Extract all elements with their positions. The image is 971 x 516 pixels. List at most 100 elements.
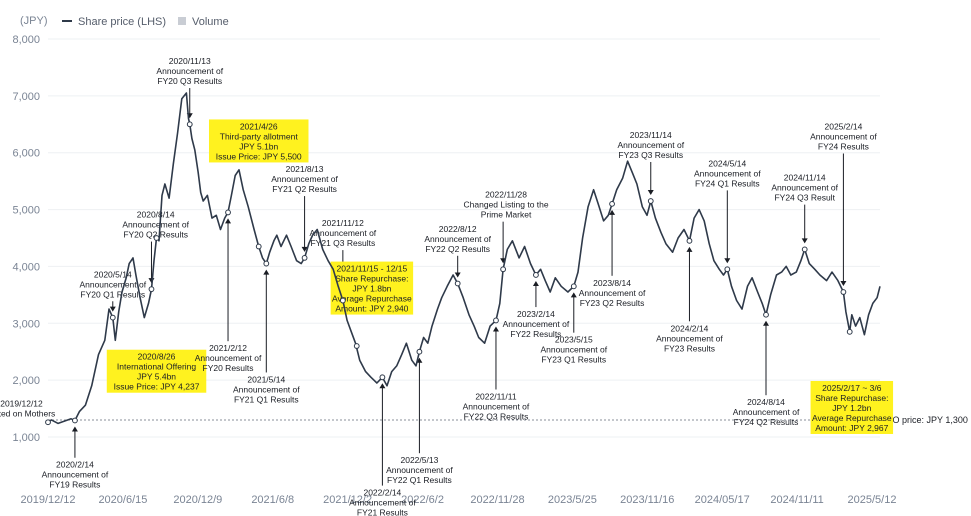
x-tick-label: 2022/11/28 bbox=[470, 494, 524, 506]
annotation-text: FY20 Results bbox=[203, 363, 254, 373]
annotation-text: FY24 Q1 Results bbox=[695, 178, 760, 188]
annotation-text: 2022/5/13 bbox=[400, 455, 438, 465]
annotation-text: 2021/11/12 bbox=[322, 218, 364, 228]
event-marker bbox=[493, 317, 499, 324]
x-tick-label: 2025/5/12 bbox=[848, 494, 897, 506]
legend-share-price-label: Share price (LHS) bbox=[78, 16, 166, 28]
annotation-text: 2020/5/14 bbox=[94, 269, 132, 279]
annotation-text: JPY 1.2bn bbox=[832, 403, 871, 413]
annotation-text: 2019/12/12 bbox=[0, 398, 43, 408]
annotation-arrowhead bbox=[263, 269, 270, 275]
annotation-text: Average Repurchase bbox=[332, 294, 412, 304]
annotation-arrowhead bbox=[532, 280, 539, 286]
x-axis-ticks: 2019/12/12 2020/6/15 2020/12/9 2021/6/8 2021… bbox=[20, 494, 896, 506]
y-tick-label: 2,000 bbox=[12, 375, 40, 387]
annotation-text: Announcement of bbox=[233, 384, 300, 394]
annotation-text: Third-party allotment bbox=[220, 131, 299, 141]
y-tick-label: 6,000 bbox=[12, 148, 40, 160]
annotation-text: 2022/2/14 bbox=[363, 488, 401, 498]
annotation-text: FY23 Q3 Results bbox=[618, 150, 683, 160]
annotation-text: JPY 1.8bn bbox=[352, 284, 391, 294]
annotation-text: 2023/5/15 bbox=[555, 335, 593, 345]
event-marker bbox=[533, 272, 539, 278]
x-tick-label: 2021/12/2 bbox=[323, 494, 372, 506]
annotation-text: 2020/8/14 bbox=[137, 210, 175, 220]
annotation-arrowhead bbox=[454, 272, 461, 278]
annotation-text: Listed on Mothers bbox=[0, 408, 55, 418]
annotation-highlight bbox=[208, 119, 309, 163]
annotation-text: JPY 5.1bn bbox=[239, 141, 278, 151]
event-marker bbox=[263, 260, 270, 267]
annotation-text: 2022/8/12 bbox=[439, 224, 477, 234]
event-marker bbox=[45, 419, 51, 426]
annotation-text: 2025/2/17 ~ 3/6 bbox=[822, 383, 882, 393]
annotation: 2019/12/12Listed on Mothers bbox=[0, 398, 55, 418]
annotation-text: International Offering bbox=[117, 362, 196, 372]
annotation-text: FY22 Results bbox=[510, 329, 561, 339]
annotation-text: Prime Market bbox=[481, 210, 532, 220]
annotation-text: 2022/11/28 bbox=[485, 190, 527, 200]
annotation-text: FY20 Q3 Results bbox=[157, 76, 222, 86]
annotation-text: 2024/2/14 bbox=[671, 323, 709, 333]
event-marker bbox=[339, 297, 346, 304]
annotation-text: Announcement of bbox=[386, 465, 453, 475]
annotation-arrowhead bbox=[71, 426, 78, 432]
event-marker bbox=[763, 311, 769, 318]
annotation-text: 2021/11/15 - 12/15 bbox=[337, 264, 408, 274]
annotation-text: 2021/2/12 bbox=[209, 343, 247, 353]
annotation-text: Announcement of bbox=[771, 183, 838, 193]
x-tick-label: 2020/12/9 bbox=[173, 494, 222, 506]
annotation-text: FY24 Results bbox=[818, 141, 869, 151]
y-tick-label: 8,000 bbox=[12, 34, 40, 46]
annotation-text: 2021/8/13 bbox=[286, 164, 324, 174]
event-marker bbox=[846, 328, 853, 335]
share-price-line bbox=[47, 92, 881, 425]
annotation-highlight bbox=[810, 380, 894, 434]
annotation-text: Announcement of bbox=[195, 353, 262, 363]
legend: Share price (LHS) Volume bbox=[62, 16, 229, 28]
y-tick-label: 7,000 bbox=[12, 91, 40, 103]
annotation-text: Changed Listing to the bbox=[464, 200, 549, 210]
annotation-text: FY21 Q2 Results bbox=[272, 184, 337, 194]
y-tick-label: 4,000 bbox=[12, 261, 40, 273]
event-marker bbox=[148, 286, 155, 293]
annotation-text: 2020/2/14 bbox=[56, 460, 94, 470]
event-marker bbox=[225, 209, 231, 216]
annotation-text: FY22 Q1 Results bbox=[387, 475, 452, 485]
annotation-arrowhead bbox=[301, 246, 308, 252]
annotation-text: Announcement of bbox=[156, 66, 223, 76]
annotation-text: Issue Price: JPY 5,500 bbox=[216, 151, 302, 161]
annotation-text: FY21 Q3 Results bbox=[310, 238, 375, 248]
annotation-arrowhead bbox=[840, 281, 847, 287]
annotation-text: FY20 Q1 Results bbox=[80, 289, 145, 299]
y-axis-ticks: 1,000 2,000 3,000 4,000 5,000 6,000 7,000 8,000 bbox=[12, 34, 40, 444]
annotation-text: JPY 5.4bn bbox=[137, 372, 176, 382]
annotation-text: Announcement of bbox=[694, 168, 761, 178]
event-marker bbox=[840, 289, 847, 295]
event-marker bbox=[500, 266, 507, 273]
x-tick-label: 2024/11/11 bbox=[770, 494, 823, 506]
x-tick-label: 2023/11/16 bbox=[620, 494, 674, 506]
annotation-arrowhead bbox=[109, 306, 116, 312]
x-tick-label: 2023/5/25 bbox=[548, 494, 597, 506]
event-marker bbox=[454, 280, 461, 287]
annotation-text: Share Repurchase: bbox=[815, 393, 888, 403]
event-marker bbox=[153, 235, 160, 241]
ipo-price-label: IPO price: JPY 1,300 bbox=[884, 415, 968, 425]
annotation-arrowhead bbox=[686, 246, 693, 252]
annotation-text: Announcement of bbox=[463, 402, 530, 412]
event-marker bbox=[609, 200, 615, 207]
y-tick-label: 3,000 bbox=[12, 318, 40, 330]
